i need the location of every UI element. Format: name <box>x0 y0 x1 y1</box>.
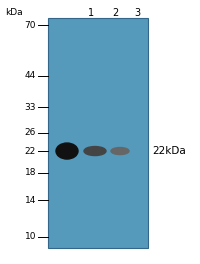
Ellipse shape <box>84 147 106 155</box>
Text: 18: 18 <box>24 168 36 177</box>
Text: 44: 44 <box>25 71 36 80</box>
Text: 3: 3 <box>134 8 140 18</box>
Text: 22kDa: 22kDa <box>152 146 186 156</box>
Ellipse shape <box>111 148 129 154</box>
Bar <box>48 18 148 248</box>
Text: 26: 26 <box>25 128 36 138</box>
Text: 33: 33 <box>24 102 36 112</box>
Text: kDa: kDa <box>5 8 23 17</box>
Ellipse shape <box>56 143 78 159</box>
Text: 14: 14 <box>25 196 36 205</box>
Text: 70: 70 <box>24 21 36 30</box>
Text: 10: 10 <box>24 232 36 241</box>
Text: 2: 2 <box>112 8 118 18</box>
Text: 22: 22 <box>25 147 36 155</box>
Text: 1: 1 <box>88 8 94 18</box>
